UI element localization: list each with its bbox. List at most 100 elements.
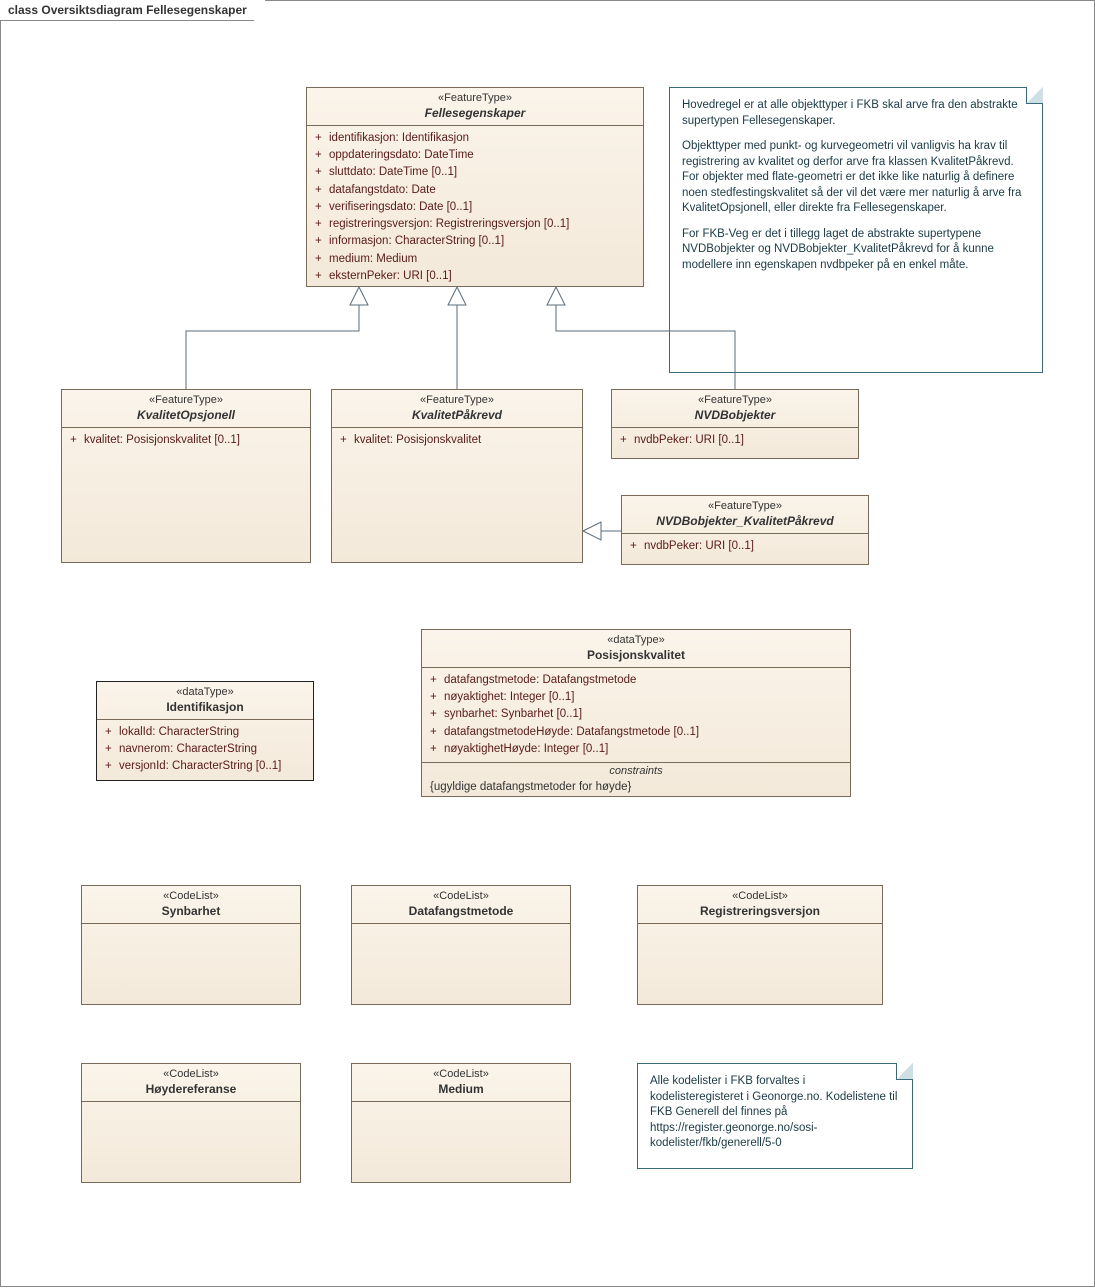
visibility-plus: + xyxy=(430,706,444,723)
attribute-text: nvdbPeker: URI [0..1] xyxy=(634,434,744,446)
attribute-row: +nvdbPeker: URI [0..1] xyxy=(620,432,850,449)
attribute-list: +identifikasjon: Identifikasjon+oppdater… xyxy=(307,126,643,289)
attribute-text: navnerom: CharacterString xyxy=(119,743,257,755)
stereotype-label: «CodeList» xyxy=(644,890,876,904)
visibility-plus: + xyxy=(315,199,329,216)
visibility-plus: + xyxy=(340,432,354,449)
class-name: Datafangstmetode xyxy=(358,904,564,919)
codelist-synbarhet: «CodeList»Synbarhet xyxy=(81,885,301,1005)
stereotype-label: «FeatureType» xyxy=(338,394,576,408)
attribute-text: synbarhet: Synbarhet [0..1] xyxy=(444,708,582,720)
class-header: «FeatureType»Fellesegenskaper xyxy=(307,88,643,126)
attribute-row: +kvalitet: Posisjonskvalitet [0..1] xyxy=(70,432,302,449)
class-name: Posisjonskvalitet xyxy=(428,648,844,663)
attribute-text: nvdbPeker: URI [0..1] xyxy=(644,540,754,552)
attribute-text: lokalId: CharacterString xyxy=(119,726,239,738)
attribute-text: nøyaktighetHøyde: Integer [0..1] xyxy=(444,743,608,755)
stereotype-label: «FeatureType» xyxy=(68,394,304,408)
visibility-plus: + xyxy=(315,164,329,181)
codelist-hoydereferanse: «CodeList»Høydereferanse xyxy=(81,1063,301,1183)
stereotype-label: «CodeList» xyxy=(88,890,294,904)
attribute-text: datafangstmetode: Datafangstmetode xyxy=(444,674,636,686)
class-name: KvalitetPåkrevd xyxy=(338,408,576,423)
note-codelists: Alle kodelister i FKB forvaltes i kodeli… xyxy=(637,1063,913,1169)
diagram-frame: class Oversiktsdiagram Fellesegenskaper … xyxy=(0,0,1095,1287)
attribute-row: +versjonId: CharacterString [0..1] xyxy=(105,758,305,775)
class-header: «dataType»Identifikasjon xyxy=(97,682,313,720)
class-nvdbobjekter-kvalitetpakrevd: «FeatureType»NVDBobjekter_KvalitetPåkrev… xyxy=(621,495,869,565)
class-header: «dataType»Posisjonskvalitet xyxy=(422,630,850,668)
class-name: Registreringsversjon xyxy=(644,904,876,919)
attribute-text: versjonId: CharacterString [0..1] xyxy=(119,760,281,772)
attribute-list: +datafangstmetode: Datafangstmetode+nøya… xyxy=(422,668,850,762)
frame-title: class Oversiktsdiagram Fellesegenskaper xyxy=(0,0,266,21)
visibility-plus: + xyxy=(630,538,644,555)
class-header: «CodeList»Registreringsversjon xyxy=(638,886,882,924)
attribute-row: +eksternPeker: URI [0..1] xyxy=(315,268,635,285)
class-header: «CodeList»Høydereferanse xyxy=(82,1064,300,1102)
attribute-text: informasjon: CharacterString [0..1] xyxy=(329,235,504,247)
constraints-label: constraints xyxy=(422,762,850,779)
visibility-plus: + xyxy=(430,724,444,741)
class-name: Identifikasjon xyxy=(103,700,307,715)
attribute-row: +sluttdato: DateTime [0..1] xyxy=(315,164,635,181)
class-header: «FeatureType»NVDBobjekter_KvalitetPåkrev… xyxy=(622,496,868,534)
attribute-row: +registreringsversjon: Registreringsvers… xyxy=(315,216,635,233)
note-main: Hovedregel er at alle objekttyper i FKB … xyxy=(669,87,1043,373)
visibility-plus: + xyxy=(105,741,119,758)
stereotype-label: «CodeList» xyxy=(88,1068,294,1082)
datatype-posisjonskvalitet: «dataType»Posisjonskvalitet+datafangstme… xyxy=(421,629,851,797)
attribute-row: +datafangstmetode: Datafangstmetode xyxy=(430,672,842,689)
attribute-list: +nvdbPeker: URI [0..1] xyxy=(622,534,868,559)
class-name: KvalitetOpsjonell xyxy=(68,408,304,423)
stereotype-label: «FeatureType» xyxy=(618,394,852,408)
generalization-arrowhead xyxy=(583,522,601,540)
attribute-text: medium: Medium xyxy=(329,253,417,265)
visibility-plus: + xyxy=(315,268,329,285)
visibility-plus: + xyxy=(315,130,329,147)
attribute-row: +synbarhet: Synbarhet [0..1] xyxy=(430,706,842,723)
class-name: Fellesegenskaper xyxy=(313,106,637,121)
class-nvdbobjekter: «FeatureType»NVDBobjekter +nvdbPeker: URI… xyxy=(611,389,859,459)
generalization-arrowhead xyxy=(448,287,466,305)
stereotype-label: «FeatureType» xyxy=(628,500,862,514)
class-header: «CodeList»Synbarhet xyxy=(82,886,300,924)
constraint-text: {ugyldige datafangstmetoder for høyde} xyxy=(422,779,850,799)
class-name: NVDBobjekter_KvalitetPåkrevd xyxy=(628,514,862,529)
attribute-list: +kvalitet: Posisjonskvalitet xyxy=(332,428,582,453)
class-name: Medium xyxy=(358,1082,564,1097)
attribute-text: kvalitet: Posisjonskvalitet xyxy=(354,434,481,446)
attribute-list: +kvalitet: Posisjonskvalitet [0..1] xyxy=(62,428,310,453)
attribute-row: +nøyaktighet: Integer [0..1] xyxy=(430,689,842,706)
datatype-identifikasjon: «dataType»Identifikasjon+lokalId: Charac… xyxy=(96,681,314,781)
attribute-list: +nvdbPeker: URI [0..1] xyxy=(612,428,858,453)
stereotype-label: «dataType» xyxy=(103,686,307,700)
generalization-arrowhead xyxy=(350,287,368,305)
visibility-plus: + xyxy=(105,724,119,741)
codelist-medium: «CodeList»Medium xyxy=(351,1063,571,1183)
attribute-row: +verifiseringsdato: Date [0..1] xyxy=(315,199,635,216)
visibility-plus: + xyxy=(105,758,119,775)
attribute-text: nøyaktighet: Integer [0..1] xyxy=(444,691,574,703)
class-kvalitetopsjonell: «FeatureType»KvalitetOpsjonell +kvalitet:… xyxy=(61,389,311,563)
attribute-text: registreringsversjon: Registreringsversj… xyxy=(329,218,569,230)
visibility-plus: + xyxy=(315,233,329,250)
visibility-plus: + xyxy=(315,251,329,268)
note-paragraph: Alle kodelister i FKB forvaltes i kodeli… xyxy=(650,1074,900,1152)
attribute-text: verifiseringsdato: Date [0..1] xyxy=(329,201,472,213)
class-header: «FeatureType»KvalitetPåkrevd xyxy=(332,390,582,428)
attribute-text: datafangstdato: Date xyxy=(329,184,436,196)
attribute-text: identifikasjon: Identifikasjon xyxy=(329,132,469,144)
attribute-row: +nvdbPeker: URI [0..1] xyxy=(630,538,860,555)
codelist-registreringsversjon: «CodeList»Registreringsversjon xyxy=(637,885,883,1005)
attribute-row: +informasjon: CharacterString [0..1] xyxy=(315,233,635,250)
attribute-text: sluttdato: DateTime [0..1] xyxy=(329,166,457,178)
generalization-edge xyxy=(186,287,359,389)
attribute-row: +nøyaktighetHøyde: Integer [0..1] xyxy=(430,741,842,758)
visibility-plus: + xyxy=(430,689,444,706)
class-header: «CodeList»Medium xyxy=(352,1064,570,1102)
attribute-row: +oppdateringsdato: DateTime xyxy=(315,147,635,164)
class-name: NVDBobjekter xyxy=(618,408,852,423)
attribute-row: +datafangstmetodeHøyde: Datafangstmetode… xyxy=(430,724,842,741)
visibility-plus: + xyxy=(430,741,444,758)
